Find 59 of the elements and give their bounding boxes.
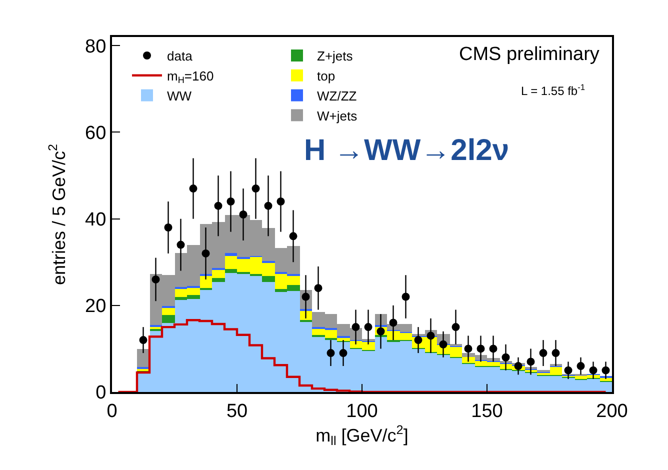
- point: [576, 362, 585, 370]
- point: [326, 349, 335, 358]
- point: [252, 184, 260, 193]
- point: [489, 344, 498, 353]
- bar: [212, 278, 225, 282]
- x-tick-label: 50: [226, 400, 248, 422]
- legend-label: W+jets: [317, 108, 358, 124]
- bar: [225, 253, 237, 256]
- x-tick-label: 200: [596, 400, 628, 422]
- x-tick-label: 100: [346, 400, 378, 422]
- annotation: L = 1.55 fb$^{-1}$: [521, 82, 586, 98]
- point: [314, 284, 322, 292]
- point: [564, 366, 572, 374]
- point: [502, 353, 510, 362]
- point: [389, 318, 398, 327]
- x-axis-title: m$_{ll}$ [GeV/c$^{2}$]: [316, 422, 408, 448]
- point: [552, 349, 560, 358]
- annotation: CMS preliminary: [459, 44, 600, 65]
- bar: [262, 276, 275, 282]
- point: [264, 202, 272, 210]
- legend-label: data: [167, 48, 194, 64]
- legend-label: m$_{H}$=160: [167, 68, 214, 86]
- bar: [162, 315, 175, 323]
- point: [364, 323, 372, 332]
- annotation: H →WW→2l2ν: [304, 134, 510, 167]
- point: [239, 210, 248, 218]
- point: [452, 323, 460, 332]
- point: [202, 249, 210, 258]
- legend-label: WZ/ZZ: [317, 88, 357, 104]
- point: [526, 358, 535, 366]
- legend-label: WW: [167, 88, 192, 104]
- point: [176, 240, 185, 249]
- y-tick-label: 40: [85, 209, 106, 230]
- y-tick-label: 20: [85, 296, 106, 318]
- y-tick-label: 60: [85, 122, 106, 144]
- point: [289, 232, 298, 240]
- legend-label: top: [317, 68, 336, 84]
- point: [476, 344, 485, 353]
- y-tick-label: 80: [85, 36, 106, 58]
- point: [164, 223, 172, 232]
- point: [439, 340, 448, 348]
- legend-label: Z+jets: [317, 48, 354, 64]
- point: [339, 349, 348, 358]
- point: [464, 344, 472, 353]
- point: [189, 184, 198, 193]
- point: [589, 366, 598, 374]
- point: [352, 323, 360, 332]
- point: [539, 349, 548, 358]
- point: [152, 275, 160, 284]
- point: [226, 198, 235, 206]
- point: [514, 362, 522, 370]
- point: [214, 202, 222, 210]
- point: [276, 198, 285, 206]
- point: [139, 336, 148, 344]
- point: [426, 332, 435, 340]
- x-tick-label: 150: [471, 400, 503, 422]
- y-tick-label: 0: [96, 382, 106, 404]
- point: [402, 292, 410, 301]
- point: [602, 366, 610, 374]
